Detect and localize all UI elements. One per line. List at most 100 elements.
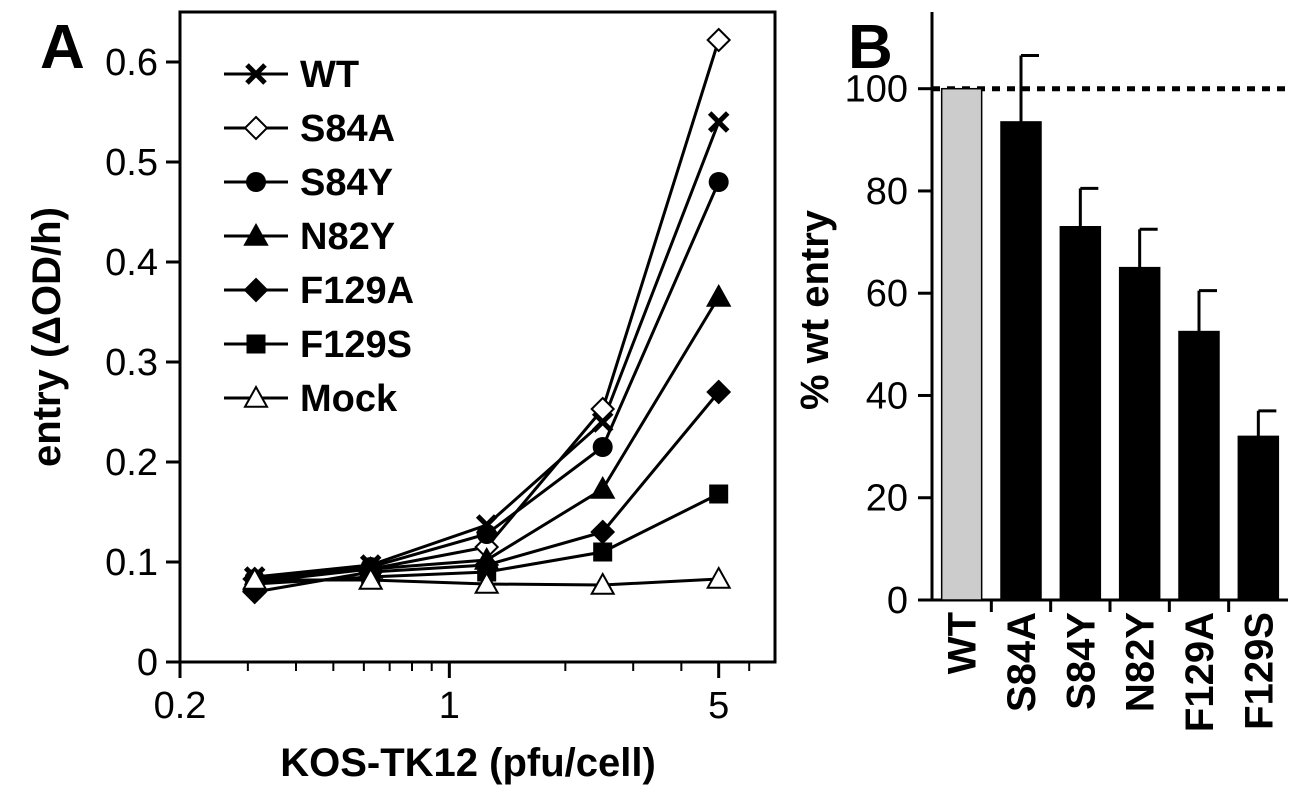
panel-a-x-tick-label-0: 0.2 [154, 685, 207, 727]
error-bar-s84a [1019, 53, 1039, 122]
panel-b-y-tick-label-0: 0 [887, 580, 908, 622]
legend-marker-f129a [243, 277, 269, 303]
category-label-s84a: S84A [1000, 612, 1044, 712]
panel-b-y-tick-label-1: 20 [866, 478, 908, 520]
panel-a-y-tick-label-2: 0.2 [105, 442, 158, 484]
bar-s84y [1059, 225, 1102, 601]
point-f129a-4-shape [706, 379, 732, 405]
panel-b-bars [940, 87, 1280, 601]
legend-item-f129s: F129S [224, 324, 412, 366]
panel-a-label: A [40, 13, 85, 82]
panel-a-y-axis-title: entry (ΔOD/h) [25, 207, 69, 467]
error-bar-f129s [1256, 409, 1277, 437]
category-label-f129a: F129A [1178, 612, 1222, 732]
legend-marker-mock-shape [243, 384, 269, 408]
panel-b-y-ticks: 0 20 40 60 80 100 [845, 69, 932, 622]
point-mock-4 [705, 565, 732, 589]
panel-b-y-tick-label-3: 60 [866, 273, 908, 315]
error-bar-n82y [1138, 227, 1158, 268]
bar-f129a [1178, 330, 1220, 601]
point-s84a-3 [590, 396, 616, 422]
bar-n82y [1118, 266, 1161, 601]
panel-a-x-ticks: 0.2 1 5 [154, 662, 751, 727]
legend-label-s84y: S84Y [300, 162, 393, 204]
panel-a-y-tick-label-6: 0.6 [105, 42, 158, 84]
point-n82y-3 [589, 475, 616, 499]
error-bar-s84y [1078, 186, 1099, 227]
point-mock-1-shape [357, 566, 384, 590]
point-wt-4-stroke-2 [707, 111, 730, 133]
panel-a-series-markers [241, 27, 732, 605]
legend-marker-s84y [246, 172, 266, 192]
point-n82y-3-shape [589, 475, 616, 499]
point-mock-2 [473, 570, 500, 594]
bar-f129s [1237, 435, 1280, 601]
panel-a-y-tick-label-4: 0.4 [105, 242, 158, 284]
bar-wt [940, 87, 983, 601]
legend-label-n82y: N82Y [300, 216, 395, 258]
legend-marker-wt-stroke-2 [245, 63, 267, 85]
point-s84a-4-shape [706, 27, 732, 53]
legend-item-f129a: F129A [224, 270, 414, 312]
point-s84y-3 [592, 437, 613, 457]
legend-label-f129a: F129A [300, 270, 414, 312]
panel-a-y-tick-label-3: 0.3 [105, 342, 158, 384]
panel-a-x-tick-label-1: 1 [439, 685, 460, 727]
point-s84a-4 [706, 27, 732, 53]
panel-a-y-tick-label-5: 0.5 [105, 142, 158, 184]
legend-marker-wt [245, 63, 267, 85]
panel-b-y-axis-title: % wt entry [793, 209, 837, 410]
point-wt-3 [591, 411, 614, 433]
panel-a-y-tick-label-1: 0.1 [105, 542, 158, 584]
legend-item-mock: Mock [224, 378, 398, 420]
legend-marker-f129s [246, 334, 266, 354]
legend-marker-mock [243, 384, 269, 408]
point-mock-0-shape [241, 566, 268, 590]
point-mock-2-shape [473, 570, 500, 594]
panel-b-error-bars [1019, 53, 1277, 437]
error-bar-f129a [1197, 289, 1217, 332]
legend-marker-s84a [243, 115, 269, 141]
point-s84a-3-shape [590, 396, 616, 422]
panel-b-label: B [848, 13, 893, 82]
point-s84y-3-shape [592, 437, 613, 457]
category-label-f129s: F129S [1237, 612, 1281, 730]
legend-label-s84a: S84A [300, 108, 395, 150]
panel-b-y-tick-label-4: 80 [866, 171, 908, 213]
panel-b-y-tick-label-5: 100 [845, 69, 908, 111]
legend-label-f129s: F129S [300, 324, 412, 366]
legend-marker-s84a-shape [243, 115, 269, 141]
point-f129a-4 [706, 379, 732, 405]
legend-item-s84y: S84Y [224, 162, 393, 204]
panel-a-y-tick-label-0: 0 [137, 642, 158, 684]
point-n82y-4-shape [705, 283, 732, 307]
point-wt-3-stroke-2 [591, 411, 614, 433]
panel-b-y-tick-label-2: 40 [866, 375, 908, 417]
point-wt-4 [707, 111, 730, 133]
legend-marker-n82y [243, 222, 269, 246]
panel-b-category-labels: WT S84A S84Y N82Y F129A F129S [941, 600, 1281, 732]
panel-a-line-chart: A 0 0.1 0.2 0.3 0.4 0.5 0.6 0.2 1 5 WT S84A S84Y N8… [25, 10, 777, 785]
legend-marker-f129s-shape [246, 334, 266, 354]
point-n82y-4 [705, 283, 732, 307]
legend-item-n82y: N82Y [224, 216, 395, 258]
legend-label-mock: Mock [300, 378, 398, 420]
point-mock-0 [241, 566, 268, 590]
legend-item-s84a: S84A [224, 108, 395, 150]
panel-a-legend: WT S84A S84Y N82Y F129A F129S Mock [224, 54, 414, 420]
legend-marker-s84y-shape [246, 172, 266, 192]
point-s84y-2 [476, 524, 497, 544]
point-f129s-3 [593, 542, 613, 562]
legend-item-wt: WT [224, 54, 359, 96]
category-label-wt: WT [941, 612, 985, 674]
bar-s84a [1000, 121, 1042, 601]
point-mock-1 [357, 566, 384, 590]
point-s84y-2-shape [476, 524, 497, 544]
legend-marker-f129a-shape [243, 277, 269, 303]
point-s84y-4 [708, 172, 729, 192]
panel-a-x-axis-title: KOS-TK12 (pfu/cell) [280, 741, 656, 785]
point-mock-4-shape [705, 565, 732, 589]
point-mock-3 [589, 571, 616, 595]
point-f129s-3-shape [593, 542, 613, 562]
